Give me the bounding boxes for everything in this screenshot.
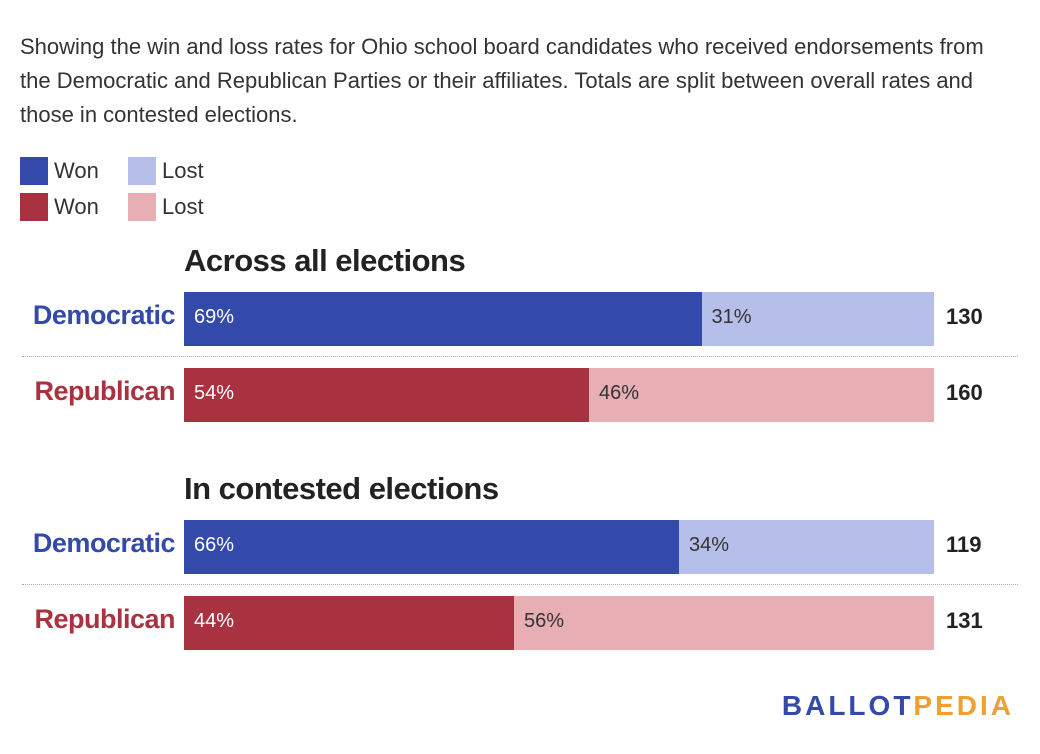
chart-subtitle: Showing the win and loss rates for Ohio … [20,34,984,127]
logo-part-ballot: BALLOT [781,690,914,721]
legend-swatch-dem-won [20,157,48,185]
party-label: Democratic [32,300,176,330]
data-label-won: 66% [194,534,235,556]
legend-label: Won [54,158,99,183]
legend-label: Won [54,194,99,219]
section-title: Across all elections [184,243,466,278]
ballotpedia-logo: BALLOTPEDIA [782,690,1014,722]
party-label: Republican [34,604,175,634]
bar-track: 69% 31% [184,292,934,346]
data-label-won: 69% [194,306,235,328]
bar-segment-won: 54% [184,368,589,422]
bar-track: 54% 46% [184,368,934,422]
legend-item-dem-won: Won [20,157,116,185]
row-divider [22,584,1018,585]
row-divider [22,356,1018,357]
legend: Won Lost Won Lost [20,153,236,225]
party-label: Democratic [32,528,176,558]
legend-swatch-dem-lost [128,157,156,185]
bar-track: 44% 56% [184,596,934,650]
logo-part-pedia: PEDIA [913,690,1014,721]
bar-row-democratic: Democratic 69% 31% 130 [0,292,1040,346]
legend-label: Lost [162,158,204,183]
data-label-lost: 31% [711,306,752,328]
section-title: In contested elections [184,471,499,506]
bar-row-republican: Republican 54% 46% 160 [0,368,1040,422]
data-label-won: 54% [194,382,235,404]
bar-track: 66% 34% [184,520,934,574]
legend-item-rep-won: Won [20,193,116,221]
legend-swatch-rep-won [20,193,48,221]
legend-row-democratic: Won Lost [20,153,236,189]
row-total: 130 [946,304,983,329]
data-label-lost: 46% [599,382,640,404]
data-label-lost: 34% [689,534,730,556]
bar-segment-won: 66% [184,520,679,574]
legend-row-republican: Won Lost [20,189,236,225]
legend-item-rep-lost: Lost [128,193,224,221]
bar-segment-lost: 31% [701,292,934,346]
data-label-won: 44% [194,610,235,632]
legend-swatch-rep-lost [128,193,156,221]
row-total: 119 [946,532,982,557]
bar-segment-won: 44% [184,596,514,650]
bar-segment-won: 69% [184,292,702,346]
bar-row-republican: Republican 44% 56% 131 [0,596,1040,650]
row-total: 131 [946,608,983,633]
party-label: Republican [34,376,175,406]
bar-row-democratic: Democratic 66% 34% 119 [0,520,1040,574]
legend-label: Lost [162,194,204,219]
bar-segment-lost: 34% [679,520,934,574]
row-total: 160 [946,380,983,405]
bar-segment-lost: 56% [514,596,934,650]
data-label-lost: 56% [524,610,565,632]
legend-item-dem-lost: Lost [128,157,224,185]
bar-segment-lost: 46% [589,368,934,422]
